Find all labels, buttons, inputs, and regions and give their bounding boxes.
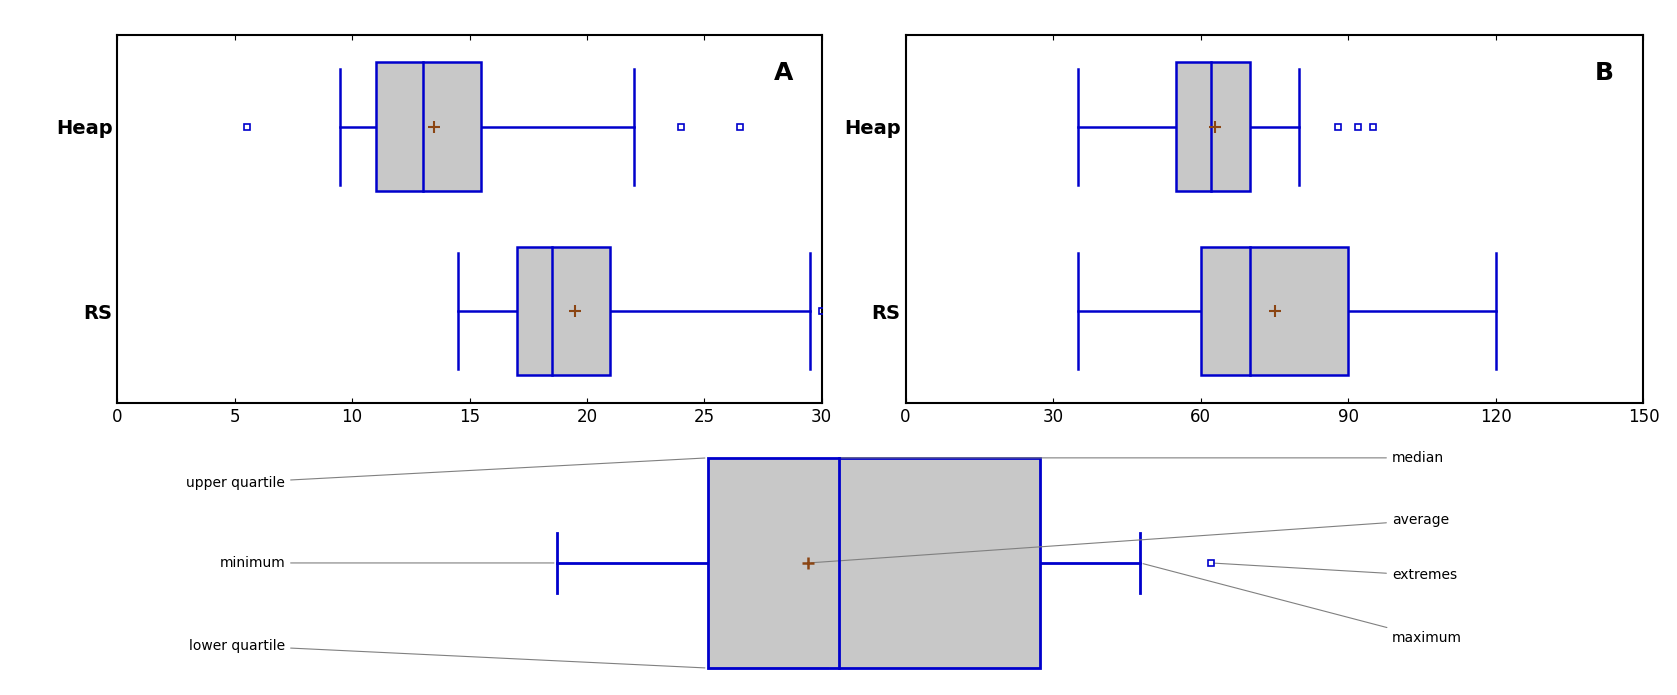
Bar: [708, 458, 1040, 668]
Text: extremes: extremes: [1214, 563, 1457, 582]
Text: B: B: [1595, 60, 1613, 85]
Text: A: A: [775, 60, 793, 85]
Text: maximum: maximum: [1144, 564, 1462, 645]
Text: upper quartile: upper quartile: [186, 458, 704, 490]
Bar: [376, 63, 481, 191]
Bar: [1201, 247, 1348, 375]
Text: minimum: minimum: [220, 556, 553, 570]
Text: lower quartile: lower quartile: [190, 639, 704, 668]
Text: average: average: [812, 514, 1449, 563]
Bar: [1176, 63, 1249, 191]
Text: median: median: [842, 451, 1444, 465]
Bar: [517, 247, 610, 375]
